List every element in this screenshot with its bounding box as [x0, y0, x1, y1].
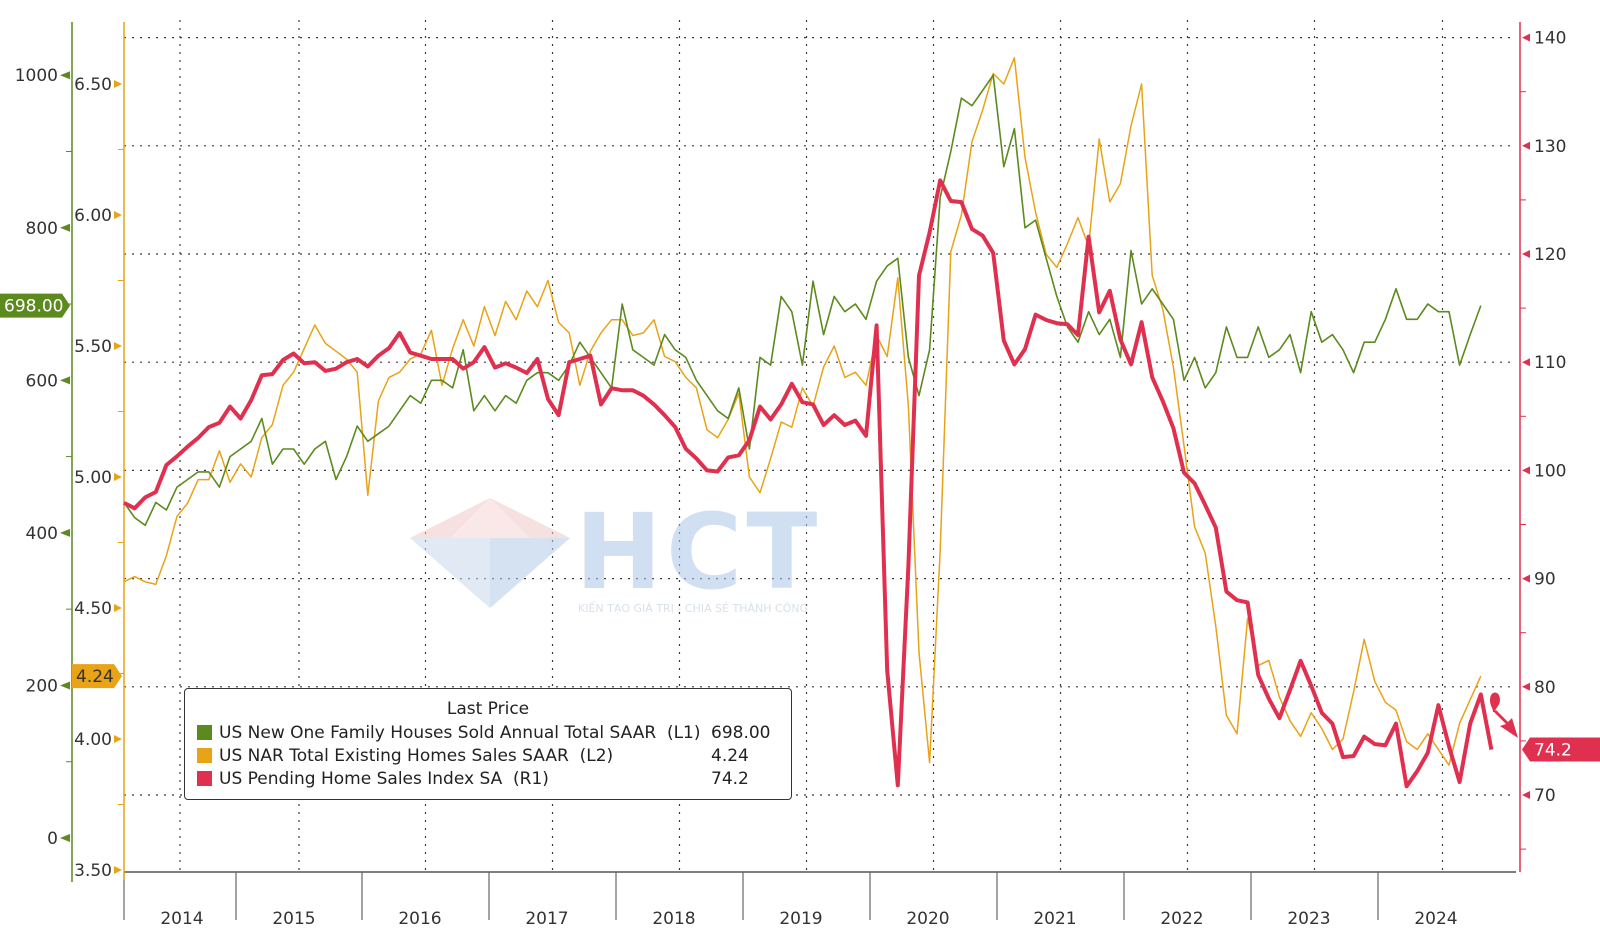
x-tick-label: 2023 [1287, 909, 1330, 929]
y-tick-r1-marker [1522, 141, 1530, 150]
y-tick-l1-marker [60, 71, 70, 80]
y-tick-l2-marker [114, 735, 122, 743]
y-tick-l2-label: 4.50 [74, 599, 112, 619]
y-tick-l2-label: 3.50 [74, 861, 112, 881]
last-value-label-l2: 4.24 [76, 667, 114, 687]
watermark-logo-text: HCT [575, 491, 822, 613]
y-tick-r1-label: 90 [1534, 570, 1556, 590]
annotation-arrow-icon [1494, 710, 1518, 738]
legend-row-existing-homes: US NAR Total Existing Homes Sales SAAR (… [185, 744, 791, 767]
x-tick-label: 2014 [160, 909, 203, 929]
last-value-tag-l1 [0, 293, 70, 318]
y-tick-l1-label: 1000 [15, 66, 58, 86]
y-tick-l2-marker [114, 604, 122, 612]
y-tick-l2-marker [114, 866, 122, 874]
y-tick-l1-marker [60, 376, 70, 385]
grid [124, 20, 1516, 872]
y-tick-r1-marker [1522, 33, 1530, 42]
series-line-pending-sales [123, 178, 1494, 789]
series-line-existing-homes [123, 57, 1482, 766]
legend-label: US New One Family Houses Sold Annual Tot… [219, 722, 701, 743]
y-tick-r1-marker [1522, 682, 1530, 691]
legend-row-pending-sales: US Pending Home Sales Index SA (R1) 74.2 [185, 767, 791, 790]
y-tick-l1-label: 200 [26, 676, 58, 696]
x-tick-label: 2016 [398, 909, 441, 929]
x-tick-label: 2020 [906, 909, 949, 929]
last-value-label-r1: 74.2 [1534, 741, 1572, 761]
y-tick-l1-marker [60, 834, 70, 842]
axes: 2014 2015 2016 2017 2018 2019 2020 2021 2022 2023… [15, 22, 1566, 929]
y-tick-l2-marker [114, 211, 122, 219]
y-tick-r1-label: 120 [1534, 245, 1566, 265]
y-tick-l1-label: 400 [26, 524, 58, 544]
y-tick-r1-marker [1522, 466, 1530, 475]
x-tick-label: 2024 [1414, 909, 1457, 929]
legend-label: US NAR Total Existing Homes Sales SAAR (… [219, 745, 614, 766]
legend-value: 74.2 [711, 768, 749, 789]
diamond-logo-icon [410, 498, 570, 608]
annotation-pin-icon [1490, 692, 1500, 712]
x-tick-label: 2019 [779, 909, 822, 929]
x-tick-label: 2018 [652, 909, 695, 929]
legend-title: Last Price [446, 699, 530, 719]
y-tick-r1-marker [1522, 250, 1530, 258]
y-tick-r1-marker [1522, 574, 1530, 583]
y-tick-l2-marker [114, 473, 122, 481]
y-tick-r1-marker [1522, 791, 1530, 799]
y-tick-r1-marker [1522, 358, 1530, 367]
y-tick-l1-label: 0 [47, 829, 58, 849]
x-tick-label: 2017 [525, 909, 568, 929]
y-tick-l2-label: 4.00 [74, 730, 112, 750]
legend-row-new-homes: US New One Family Houses Sold Annual Tot… [185, 721, 791, 744]
x-tick-label: 2022 [1160, 909, 1203, 929]
last-value-label-l1: 698.00 [4, 297, 63, 317]
legend-swatch-green [197, 725, 212, 740]
x-tick-label: 2021 [1033, 909, 1076, 929]
x-tick-label: 2015 [272, 909, 315, 929]
y-tick-l1-marker [60, 681, 70, 690]
y-tick-r1-label: 140 [1534, 29, 1566, 49]
y-tick-l2-marker [114, 342, 122, 350]
y-tick-l1-label: 800 [26, 219, 58, 239]
legend-value: 698.00 [711, 722, 771, 743]
series-line-new-homes [123, 74, 1482, 527]
legend-swatch-orange [197, 748, 212, 763]
y-tick-l2-label: 5.50 [74, 337, 112, 357]
y-tick-r1-label: 110 [1534, 353, 1566, 373]
y-tick-l2-marker [114, 80, 122, 88]
y-tick-r1-label: 80 [1534, 678, 1556, 698]
watermark-tagline: KIẾN TẠO GIÁ TRỊ - CHIA SẺ THÀNH CÔNG [578, 602, 809, 615]
y-tick-l2-label: 6.50 [74, 75, 112, 95]
legend-value: 4.24 [711, 745, 749, 766]
y-tick-l1-marker [60, 223, 70, 232]
y-tick-r1-label: 100 [1534, 461, 1566, 481]
y-tick-l1-marker [60, 528, 70, 537]
legend: Last Price US New One Family Houses Sold… [184, 688, 792, 800]
y-tick-r1-label: 130 [1534, 137, 1566, 157]
last-value-markers: 698.00 4.24 74.2 [0, 293, 1600, 762]
series-group [123, 57, 1494, 789]
y-tick-l2-label: 5.00 [74, 468, 112, 488]
y-tick-l1-label: 600 [26, 371, 58, 391]
last-value-tag-r1 [1522, 737, 1600, 762]
legend-label: US Pending Home Sales Index SA (R1) [219, 768, 549, 789]
y-tick-l2-label: 6.00 [74, 206, 112, 226]
y-tick-r1-label: 70 [1534, 786, 1556, 806]
last-value-tag-l2 [72, 664, 122, 689]
legend-swatch-red [197, 771, 212, 786]
watermark: HCT KIẾN TẠO GIÁ TRỊ - CHIA SẺ THÀNH CÔN… [410, 498, 817, 618]
